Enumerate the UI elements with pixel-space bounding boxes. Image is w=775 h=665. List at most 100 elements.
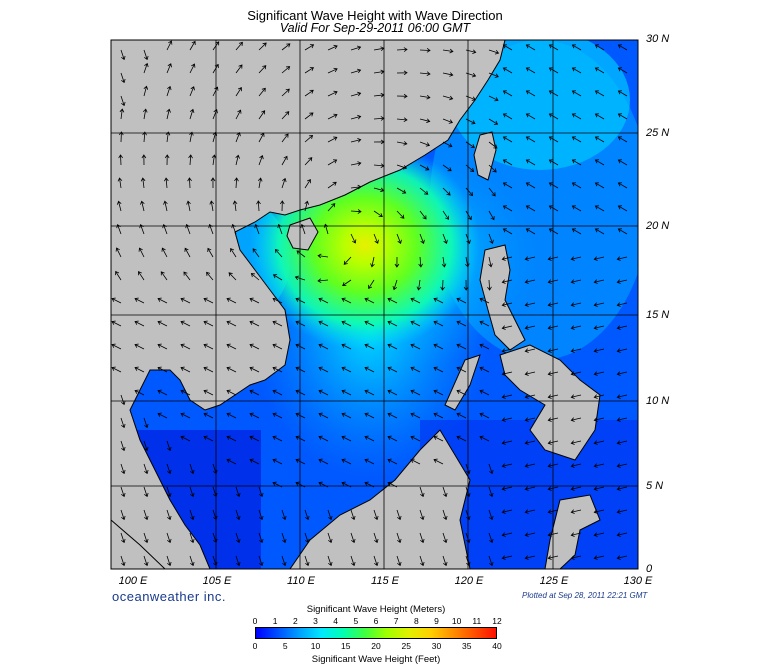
wave-arrow	[208, 223, 214, 235]
wave-arrow	[304, 134, 314, 143]
wave-arrow	[116, 200, 122, 212]
wave-arrow	[212, 463, 218, 475]
wave-arrow	[203, 412, 214, 419]
chart-subtitle: Valid For Sep-29-2011 06:00 GMT	[279, 21, 471, 35]
wave-arrow	[548, 113, 559, 120]
wave-arrow	[525, 228, 536, 235]
wave-arrow	[442, 233, 448, 245]
wave-arrow	[327, 555, 333, 567]
wave-arrow	[373, 163, 385, 168]
chart-title: Significant Wave Height with Wave Direct…	[247, 8, 503, 23]
wave-arrow	[257, 177, 263, 189]
wave-arrow	[548, 228, 559, 235]
colorbar-meters-tick: 8	[413, 616, 419, 626]
wave-arrow	[364, 366, 375, 373]
wave-arrow	[134, 389, 145, 396]
wave-arrow	[593, 348, 605, 353]
lon-label-125e: 125 E	[539, 575, 569, 587]
wave-arrow	[488, 187, 496, 197]
wave-arrow	[143, 486, 149, 498]
wave-arrow	[304, 178, 311, 189]
wave-arrow	[226, 366, 237, 373]
wave-arrow	[547, 555, 559, 560]
wave-arrow	[548, 205, 559, 212]
wave-arrow	[465, 256, 470, 268]
wave-arrow	[258, 132, 265, 143]
wave-arrow	[440, 279, 445, 291]
wave-arrow	[387, 481, 398, 488]
wave-arrow	[419, 486, 425, 498]
colorbar-meters-tick: 2	[292, 616, 298, 626]
wave-arrow	[272, 343, 283, 350]
wave-arrow	[616, 555, 628, 560]
wave-arrow	[571, 44, 582, 51]
wave-arrow	[189, 40, 196, 51]
wave-arrow	[230, 247, 237, 258]
wave-arrow	[249, 366, 260, 373]
wave-arrow	[327, 159, 338, 166]
wave-arrow	[419, 94, 431, 100]
wave-arrow	[479, 366, 490, 373]
wave-arrow	[160, 271, 168, 281]
wave-arrow	[318, 320, 329, 327]
wave-arrow	[142, 131, 147, 143]
wave-arrow	[570, 440, 582, 445]
wave-arrow	[594, 44, 605, 51]
wave-arrow	[502, 159, 513, 166]
wave-arrow	[139, 223, 145, 235]
wave-arrow	[488, 486, 494, 498]
wave-arrow	[501, 394, 513, 399]
wave-arrow	[350, 45, 362, 51]
colorbar-feet-tick: 30	[431, 641, 442, 651]
land	[111, 40, 601, 569]
wave-arrow	[281, 66, 291, 74]
wave-arrow	[318, 412, 329, 419]
wave-arrow	[548, 182, 559, 189]
wave-arrow	[364, 481, 375, 488]
colorbar-meters-tick: 4	[333, 616, 339, 626]
wave-arrow	[501, 371, 513, 376]
wave-arrow	[571, 159, 582, 166]
wave-arrow	[304, 44, 315, 51]
wave-arrow	[373, 233, 379, 244]
wave-arrow	[272, 274, 283, 281]
colorbar-meters-tick: 0	[252, 616, 258, 626]
wave-arrow	[281, 177, 287, 189]
wave-arrow	[616, 532, 628, 537]
wave-arrow	[465, 187, 474, 197]
wave-arrow	[327, 113, 338, 120]
wave-arrow	[226, 297, 237, 304]
wave-arrow	[272, 458, 283, 465]
wave-arrow	[488, 256, 493, 268]
lon-label-120e: 120 E	[454, 575, 484, 587]
wave-arrow	[258, 154, 264, 166]
wave-arrow	[442, 187, 451, 196]
wave-arrow	[304, 67, 315, 74]
wave-arrow	[364, 389, 375, 396]
colorbar-meters-tick: 5	[353, 616, 359, 626]
wave-arrow	[396, 47, 408, 52]
wave-arrow	[120, 463, 126, 475]
wave-arrow	[180, 412, 191, 419]
wave-arrow	[235, 86, 242, 97]
wave-arrow	[166, 555, 172, 567]
wave-arrow	[281, 532, 287, 544]
wave-arrow	[140, 177, 146, 189]
lat-lon-grid	[111, 40, 638, 569]
wave-arrow	[142, 108, 148, 120]
wave-arrow	[456, 297, 467, 304]
wave-arrow	[524, 279, 536, 284]
wave-arrow	[525, 44, 536, 51]
wave-arrow	[318, 389, 329, 396]
wave-arrow	[207, 247, 214, 258]
wave-arrow	[410, 320, 421, 327]
wave-arrow	[116, 223, 122, 235]
wave-arrow	[410, 412, 421, 419]
wave-arrow	[295, 389, 306, 396]
wave-arrow	[547, 440, 559, 445]
wave-arrow	[419, 164, 430, 171]
wave-arrow	[373, 139, 385, 145]
wave-arrow	[317, 253, 329, 259]
wave-arrow	[341, 297, 352, 304]
wave-arrow	[433, 389, 444, 396]
